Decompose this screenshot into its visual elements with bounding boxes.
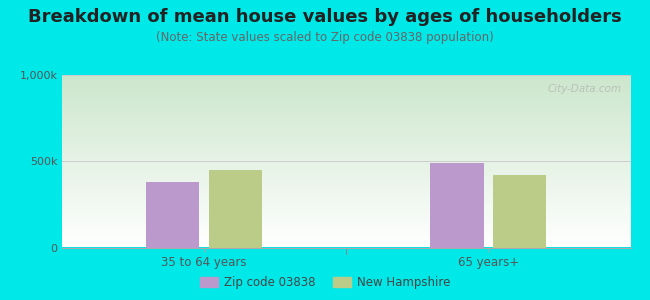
Bar bbox=[209, 170, 262, 248]
Bar bbox=[146, 182, 199, 247]
Text: Breakdown of mean house values by ages of householders: Breakdown of mean house values by ages o… bbox=[28, 8, 622, 26]
Bar bbox=[493, 175, 546, 247]
Text: City-Data.com: City-Data.com bbox=[548, 84, 622, 94]
Bar bbox=[430, 163, 484, 248]
Legend: Zip code 03838, New Hampshire: Zip code 03838, New Hampshire bbox=[196, 272, 454, 294]
Text: (Note: State values scaled to Zip code 03838 population): (Note: State values scaled to Zip code 0… bbox=[156, 32, 494, 44]
